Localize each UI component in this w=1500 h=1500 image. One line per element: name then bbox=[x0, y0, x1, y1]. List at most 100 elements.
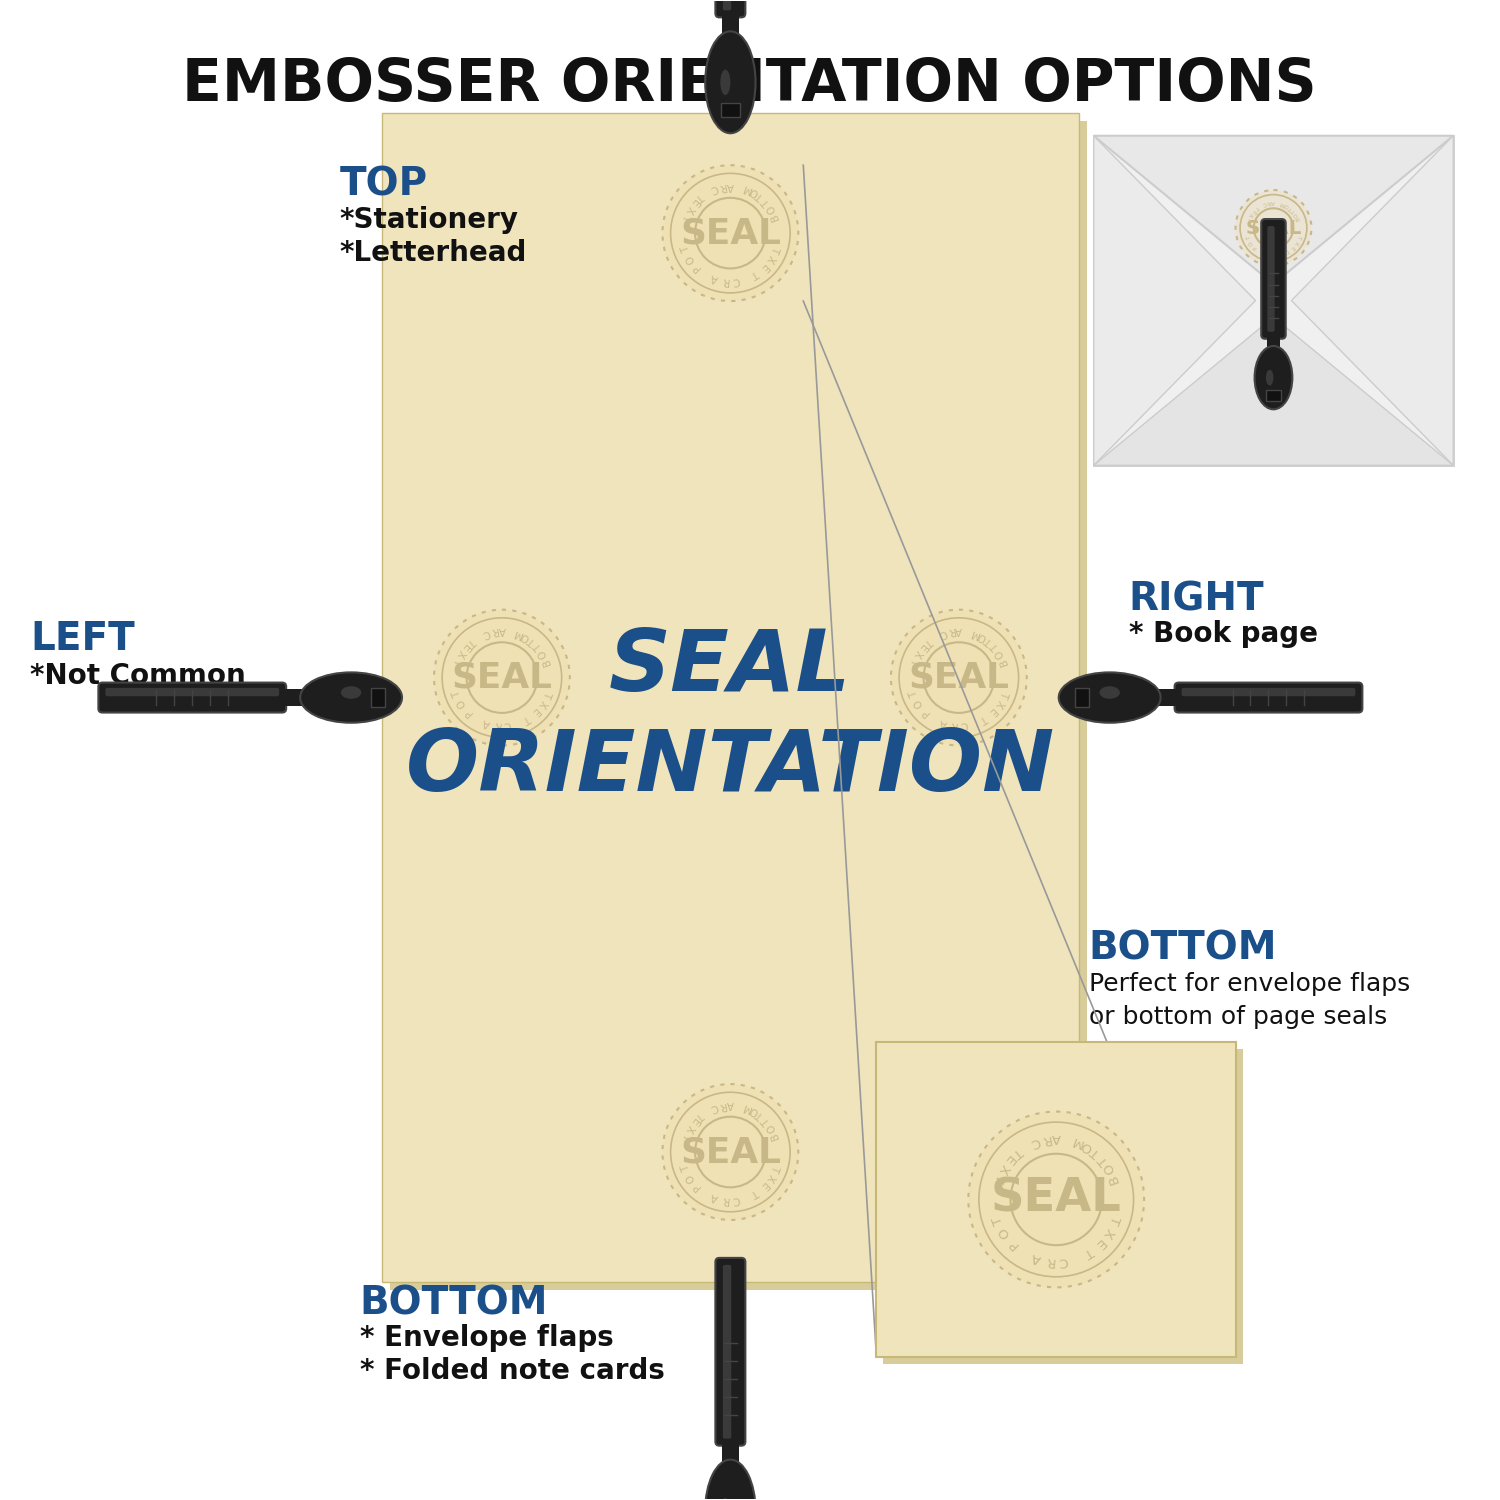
Text: T: T bbox=[694, 190, 705, 202]
Text: T: T bbox=[680, 1131, 692, 1140]
Text: T: T bbox=[680, 244, 692, 254]
Bar bbox=[372, 688, 386, 708]
Text: E: E bbox=[916, 642, 928, 652]
Text: P: P bbox=[692, 261, 703, 273]
Ellipse shape bbox=[705, 32, 756, 134]
Bar bbox=[884, 1048, 1244, 1364]
Ellipse shape bbox=[720, 1498, 730, 1500]
Text: * Folded note cards: * Folded note cards bbox=[360, 1358, 664, 1386]
Text: T: T bbox=[1082, 1244, 1095, 1260]
Text: X: X bbox=[764, 1172, 777, 1184]
Circle shape bbox=[891, 609, 1028, 746]
Text: C: C bbox=[938, 627, 948, 639]
Text: C: C bbox=[710, 183, 720, 195]
Text: O: O bbox=[748, 1104, 760, 1118]
Text: T: T bbox=[1292, 209, 1298, 214]
Text: T: T bbox=[532, 642, 544, 652]
Text: B: B bbox=[770, 1131, 782, 1142]
Text: R: R bbox=[1266, 200, 1272, 204]
Text: C: C bbox=[710, 1101, 720, 1113]
Text: O: O bbox=[996, 1226, 1012, 1240]
Text: T: T bbox=[1245, 216, 1251, 222]
Polygon shape bbox=[1094, 316, 1454, 465]
Text: A: A bbox=[498, 626, 506, 634]
Bar bbox=[1155, 688, 1179, 706]
Text: R: R bbox=[1040, 1131, 1052, 1146]
Text: T: T bbox=[694, 1110, 705, 1122]
Text: R: R bbox=[489, 626, 498, 636]
FancyBboxPatch shape bbox=[716, 1258, 746, 1446]
Text: E: E bbox=[987, 705, 998, 717]
Text: R: R bbox=[946, 626, 956, 636]
Text: R: R bbox=[1044, 1254, 1054, 1268]
Text: RIGHT: RIGHT bbox=[1128, 580, 1264, 618]
Text: T: T bbox=[756, 190, 766, 202]
Text: X: X bbox=[1100, 1226, 1116, 1240]
Text: B: B bbox=[1107, 1172, 1122, 1185]
Text: E: E bbox=[688, 196, 700, 208]
Text: * Book page: * Book page bbox=[1128, 620, 1317, 648]
Text: A: A bbox=[1272, 200, 1275, 204]
Text: R: R bbox=[717, 1100, 726, 1110]
Ellipse shape bbox=[1100, 686, 1120, 699]
Bar bbox=[1268, 334, 1280, 354]
Text: O: O bbox=[684, 252, 698, 266]
Text: C: C bbox=[1262, 200, 1268, 206]
Text: T: T bbox=[1296, 234, 1302, 240]
Text: T: T bbox=[542, 688, 552, 699]
Text: T: T bbox=[1095, 1152, 1112, 1167]
Text: O: O bbox=[1248, 238, 1254, 246]
Text: X: X bbox=[912, 648, 924, 660]
Text: SEAL: SEAL bbox=[452, 660, 552, 694]
Text: T: T bbox=[909, 688, 920, 699]
Text: X: X bbox=[536, 698, 548, 709]
Text: T: T bbox=[992, 1215, 1006, 1227]
Text: A: A bbox=[728, 180, 734, 190]
Text: M: M bbox=[741, 182, 753, 195]
Text: E: E bbox=[1092, 1236, 1107, 1251]
Text: E: E bbox=[1002, 1152, 1017, 1167]
Text: P: P bbox=[1252, 244, 1258, 250]
Text: T: T bbox=[1010, 1144, 1025, 1160]
Text: Perfect for envelope flaps: Perfect for envelope flaps bbox=[1089, 972, 1410, 996]
FancyBboxPatch shape bbox=[723, 1264, 732, 1438]
Text: LEFT: LEFT bbox=[30, 620, 135, 658]
Text: T: T bbox=[990, 642, 1000, 652]
Text: SEAL: SEAL bbox=[992, 1178, 1122, 1222]
Text: O: O bbox=[1078, 1138, 1095, 1155]
Text: P: P bbox=[692, 1180, 703, 1191]
Text: ORIENTATION: ORIENTATION bbox=[405, 726, 1054, 809]
Text: A: A bbox=[728, 1100, 734, 1110]
Text: X: X bbox=[993, 698, 1005, 709]
Text: SEAL: SEAL bbox=[680, 216, 782, 250]
Text: T: T bbox=[452, 688, 464, 699]
Text: E: E bbox=[758, 1180, 770, 1191]
Text: B: B bbox=[770, 211, 782, 222]
Text: T: T bbox=[1284, 248, 1290, 254]
Text: E: E bbox=[459, 642, 471, 652]
Text: or bottom of page seals: or bottom of page seals bbox=[1089, 1005, 1388, 1029]
FancyBboxPatch shape bbox=[716, 0, 746, 18]
Text: P: P bbox=[1005, 1236, 1020, 1251]
Text: A: A bbox=[710, 272, 720, 284]
Text: T: T bbox=[680, 211, 692, 222]
Text: *Letterhead: *Letterhead bbox=[339, 238, 526, 267]
Text: X: X bbox=[1293, 240, 1299, 246]
Text: M: M bbox=[513, 627, 523, 639]
Text: O: O bbox=[976, 630, 988, 644]
Text: R: R bbox=[950, 720, 957, 730]
Text: A: A bbox=[1029, 1250, 1042, 1264]
Text: M: M bbox=[1280, 200, 1286, 207]
FancyBboxPatch shape bbox=[1262, 219, 1286, 339]
Text: C: C bbox=[1058, 1254, 1068, 1268]
Text: T: T bbox=[909, 657, 920, 666]
Text: R: R bbox=[722, 1194, 729, 1204]
Text: A: A bbox=[939, 717, 948, 729]
FancyBboxPatch shape bbox=[1268, 226, 1275, 332]
Text: T: T bbox=[998, 688, 1010, 699]
Text: O: O bbox=[765, 204, 778, 216]
Text: E: E bbox=[758, 261, 770, 273]
Text: T: T bbox=[770, 244, 782, 254]
Ellipse shape bbox=[705, 1460, 756, 1500]
Bar bbox=[720, 102, 740, 117]
